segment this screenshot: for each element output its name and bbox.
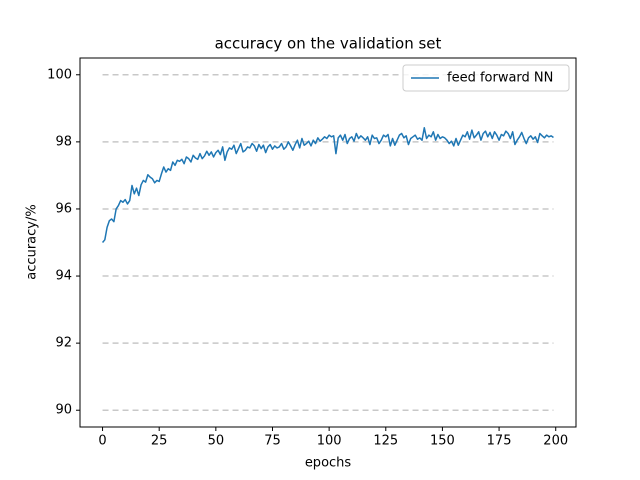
y-tick-label: 100 [47,67,72,82]
x-tick-label: 25 [151,434,168,449]
x-tick-label: 0 [98,434,106,449]
y-tick-label: 90 [55,403,72,418]
y-tick-label: 92 [55,336,72,351]
chart-title: accuracy on the validation set [215,35,442,53]
x-tick-label: 50 [208,434,225,449]
x-axis-label: epochs [305,456,352,471]
x-tick-label: 175 [487,434,512,449]
y-tick-label: 94 [55,269,72,284]
legend-label: feed forward NN [447,71,553,86]
y-axis-label: accuracy/% [25,204,40,279]
x-tick-label: 200 [543,434,568,449]
plot-frame [79,57,577,428]
legend-box [402,64,570,92]
x-tick-label: 125 [373,434,398,449]
x-tick-label: 75 [264,434,281,449]
data-line [101,127,554,243]
x-tick-label: 100 [317,434,342,449]
y-tick-label: 96 [55,201,72,216]
x-tick-label: 150 [430,434,455,449]
y-tick-label: 98 [55,134,72,149]
